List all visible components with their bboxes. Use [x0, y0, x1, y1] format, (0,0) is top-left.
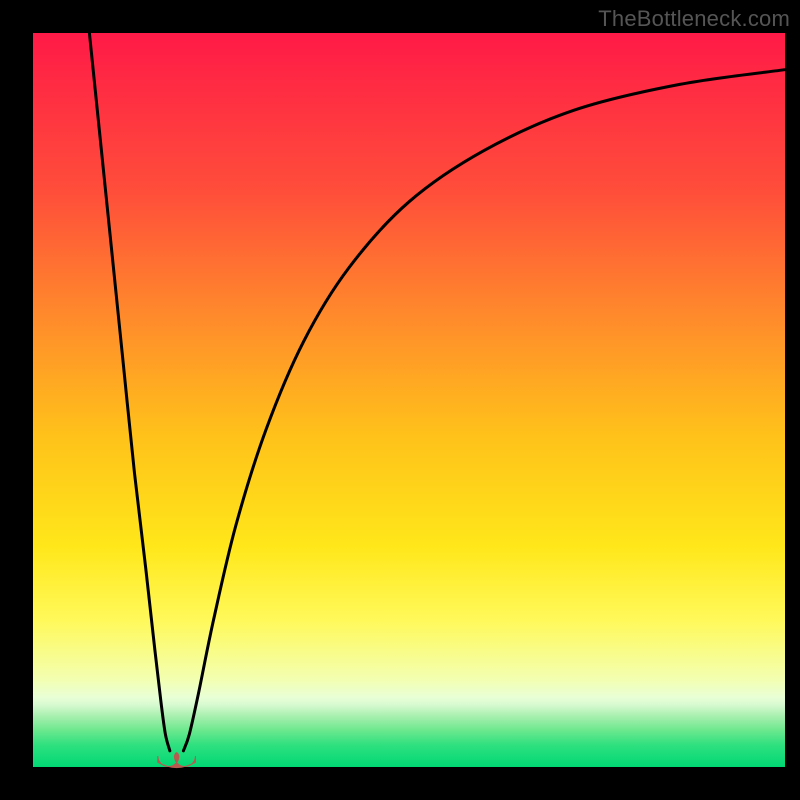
- watermark-text: TheBottleneck.com: [598, 6, 790, 32]
- bottleneck-chart: [0, 0, 800, 800]
- chart-container: TheBottleneck.com: [0, 0, 800, 800]
- plot-area: [33, 33, 785, 767]
